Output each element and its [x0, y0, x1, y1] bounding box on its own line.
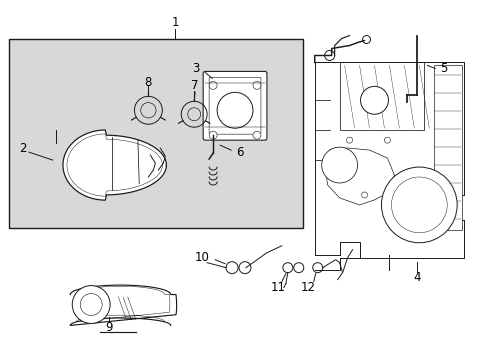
Polygon shape	[63, 130, 166, 200]
Text: 12: 12	[300, 281, 315, 294]
Circle shape	[381, 167, 456, 243]
Polygon shape	[314, 62, 463, 258]
Polygon shape	[314, 220, 359, 270]
Circle shape	[321, 147, 357, 183]
Circle shape	[217, 92, 252, 128]
Text: 3: 3	[192, 62, 200, 75]
Bar	[433, 66, 461, 230]
Circle shape	[209, 131, 217, 139]
Text: 8: 8	[144, 76, 152, 89]
Text: 7: 7	[191, 79, 199, 92]
Text: 5: 5	[440, 62, 447, 75]
Text: 4: 4	[413, 271, 420, 284]
Text: 9: 9	[104, 321, 112, 334]
Text: 11: 11	[270, 281, 285, 294]
Text: 10: 10	[194, 251, 209, 264]
FancyBboxPatch shape	[203, 71, 266, 140]
Circle shape	[252, 131, 261, 139]
Bar	[9, 39, 302, 228]
FancyBboxPatch shape	[209, 77, 261, 134]
Circle shape	[360, 86, 387, 114]
Polygon shape	[70, 285, 176, 325]
Text: 6: 6	[236, 145, 244, 159]
Circle shape	[72, 285, 110, 323]
Text: 2: 2	[19, 141, 26, 155]
Circle shape	[209, 81, 217, 89]
Circle shape	[252, 81, 261, 89]
Text: 1: 1	[171, 16, 179, 29]
Polygon shape	[324, 148, 394, 205]
